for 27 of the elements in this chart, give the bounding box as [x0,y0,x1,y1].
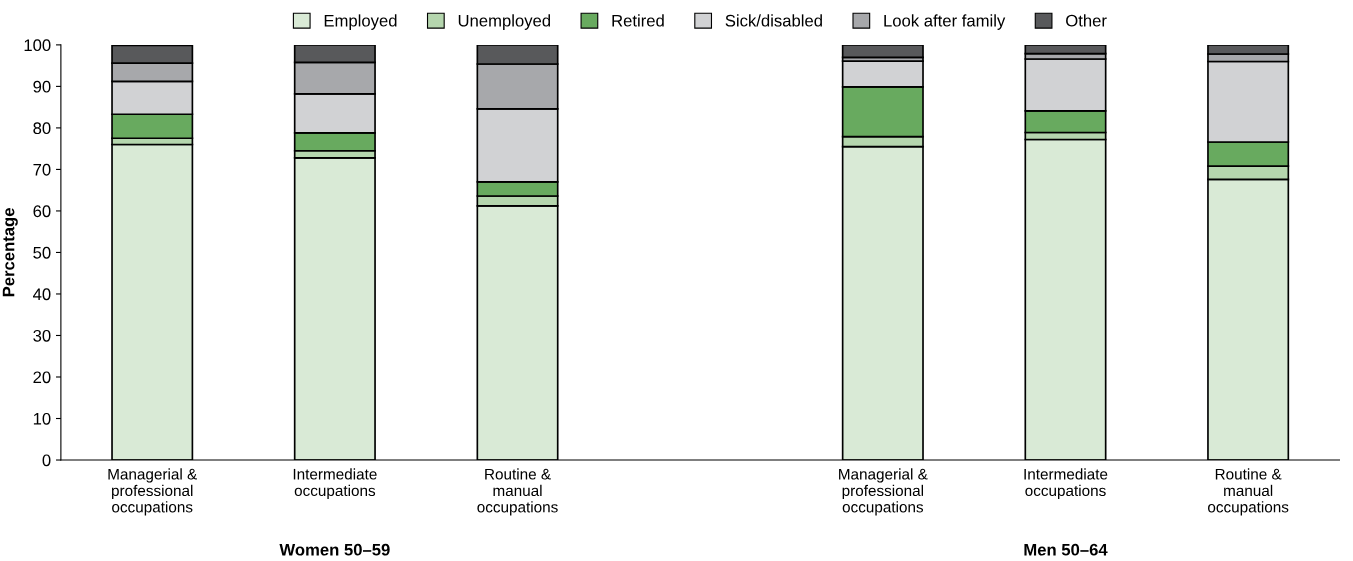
y-tick-label: 100 [24,39,51,52]
y-axis-title: Percentage [2,208,18,297]
text: Women 50–59 [279,543,390,556]
y-tick-label: 40 [33,288,51,301]
bar [841,44,924,59]
y-tick-label: 10 [33,412,51,425]
x-tick-label: Managerial & professional occupations [108,468,197,516]
legend-label: Look after family [884,14,1006,30]
y-tick-label: 80 [33,122,51,135]
legend-label: Unemployed [458,14,551,30]
y-tick-label: 70 [33,163,51,176]
legend-label: Other [1066,14,1107,27]
x-tick-label: Intermediate occupations [1024,468,1108,500]
legend-label: Employed [324,14,397,30]
x-tick-label: Routine & manual occupations [477,468,558,516]
y-tick-label: 90 [33,80,51,93]
x-tick-label: Intermediate occupations [293,468,377,500]
y-tick-label: 50 [33,246,51,259]
legend-label: Retired [612,14,664,27]
legend-label: Sick/disabled [725,14,822,27]
text: Men 50–64 [1024,543,1108,556]
x-tick-label: Managerial & professional occupations [839,468,928,516]
y-tick-label: 30 [33,329,51,342]
x-tick-label: Routine & manual occupations [1208,468,1289,516]
y-tick-label: 60 [33,205,51,218]
y-tick-label: 0 [42,454,51,467]
y-tick-label: 20 [33,371,51,384]
